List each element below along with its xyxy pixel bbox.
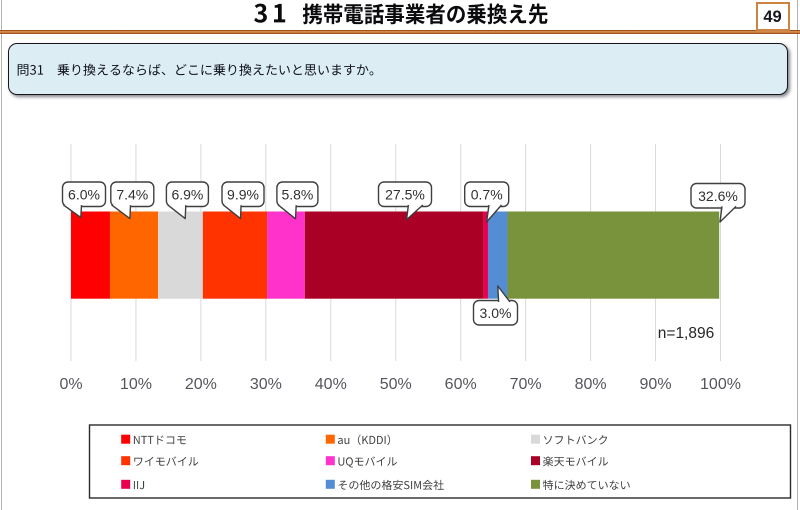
svg-text:3.0%: 3.0% bbox=[480, 305, 512, 321]
svg-text:100%: 100% bbox=[700, 376, 741, 393]
svg-text:6.0%: 6.0% bbox=[68, 186, 100, 202]
svg-text:60%: 60% bbox=[445, 376, 477, 393]
svg-text:n=1,896: n=1,896 bbox=[658, 325, 714, 342]
svg-text:0.7%: 0.7% bbox=[471, 186, 503, 202]
svg-text:27.5%: 27.5% bbox=[385, 186, 425, 202]
svg-text:50%: 50% bbox=[380, 376, 412, 393]
svg-text:0%: 0% bbox=[59, 376, 82, 393]
svg-text:90%: 90% bbox=[640, 376, 672, 393]
svg-text:9.9%: 9.9% bbox=[227, 186, 259, 202]
svg-text:80%: 80% bbox=[575, 376, 607, 393]
svg-text:20%: 20% bbox=[185, 376, 217, 393]
svg-text:70%: 70% bbox=[510, 376, 542, 393]
svg-text:32.6%: 32.6% bbox=[698, 188, 738, 204]
svg-text:5.8%: 5.8% bbox=[281, 186, 313, 202]
svg-text:40%: 40% bbox=[315, 376, 347, 393]
svg-text:6.9%: 6.9% bbox=[171, 186, 203, 202]
svg-text:7.4%: 7.4% bbox=[116, 186, 148, 202]
svg-text:30%: 30% bbox=[250, 376, 282, 393]
svg-text:10%: 10% bbox=[120, 376, 152, 393]
